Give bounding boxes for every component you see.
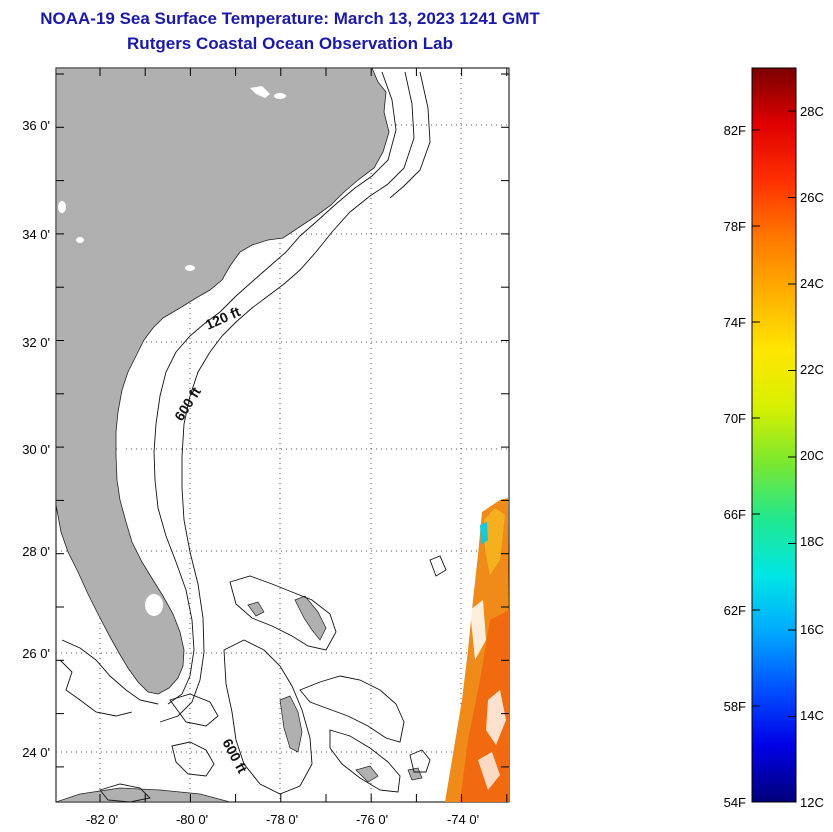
lat-label: 26 0' [22,646,50,661]
lat-label: 28 0' [22,544,50,559]
celsius-label: 24C [800,276,824,291]
lat-label: 36 0' [22,118,50,133]
celsius-label: 14C [800,708,824,723]
lon-label: -80 0' [176,812,208,827]
celsius-label: 22C [800,362,824,377]
fahrenheit-label: 82F [724,123,746,138]
sst-swath [445,498,509,802]
fahrenheit-label: 66F [724,507,746,522]
lon-label: -82 0' [86,812,118,827]
celsius-label: 12C [800,795,824,810]
map-title: NOAA-19 Sea Surface Temperature: March 1… [40,9,540,28]
fahrenheit-label: 78F [724,219,746,234]
lon-labels: -82 0' -80 0' -78 0' -76 0' -74 0' [86,812,479,827]
bathymetry-contours [59,71,447,802]
colorbar [751,67,797,803]
land-bahamas [247,595,423,783]
inland-water [58,86,286,616]
axis-ticks [56,68,509,802]
celsius-label: 20C [800,448,824,463]
lat-label: 30 0' [22,442,50,457]
map-subtitle: Rutgers Coastal Ocean Observation Lab [127,34,453,53]
lat-labels: 36 0' 34 0' 32 0' 30 0' 28 0' 26 0' 24 0… [22,118,50,760]
fahrenheit-label: 74F [724,315,746,330]
celsius-label: 18C [800,534,824,549]
celsius-label: 28C [800,104,824,119]
colorbar-fahrenheit-labels: 82F 78F 74F 70F 66F 62F 58F 54F [724,123,746,810]
lat-label: 34 0' [22,227,50,242]
celsius-label: 16C [800,622,824,637]
lat-label: 32 0' [22,335,50,350]
lon-label: -74 0' [447,812,479,827]
lat-label: 24 0' [22,745,50,760]
fahrenheit-label: 58F [724,699,746,714]
fahrenheit-label: 54F [724,795,746,810]
fahrenheit-label: 62F [724,603,746,618]
lon-label: -76 0' [356,812,388,827]
colorbar-ticks [752,110,796,803]
celsius-label: 26C [800,190,824,205]
colorbar-celsius-labels: 28C 26C 24C 22C 20C 18C 16C 14C 12C [800,104,824,810]
fahrenheit-label: 70F [724,411,746,426]
land-us-east-coast [56,68,390,695]
lon-label: -78 0' [266,812,298,827]
